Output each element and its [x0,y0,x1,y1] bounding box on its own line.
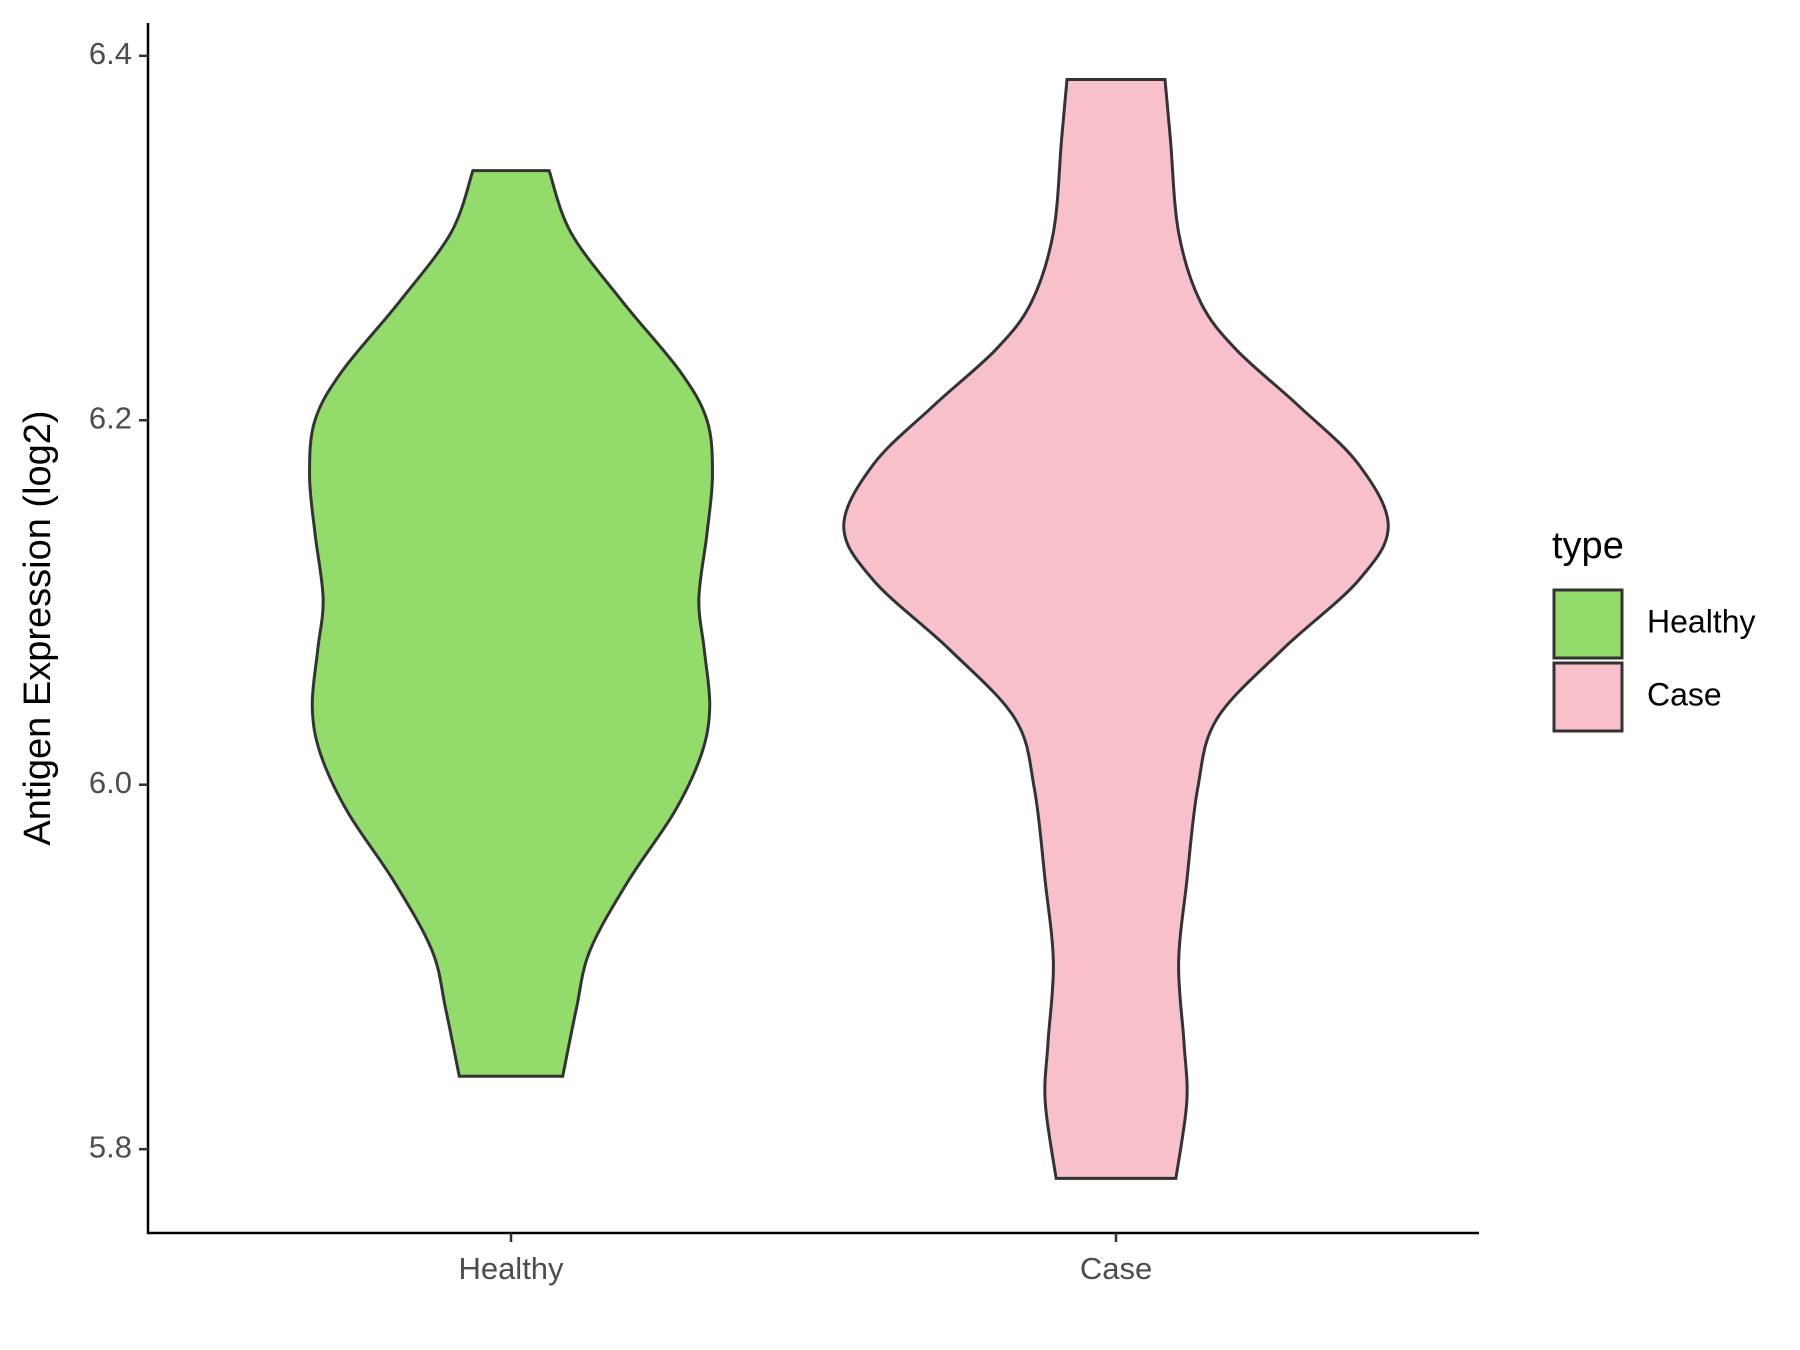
y-tick-label: 6.4 [89,36,132,71]
legend-key [1552,588,1624,660]
violin [842,77,1390,1180]
legend-label: Case [1647,676,1722,712]
legend-label: Healthy [1647,603,1756,639]
x-tick-label: Healthy [458,1251,564,1286]
legend-title: type [1552,525,1624,567]
violin [308,169,714,1078]
y-tick-label: 6.0 [89,765,132,800]
x-tick-label: Case [1080,1251,1152,1286]
y-tick-label: 5.8 [89,1129,132,1164]
legend-key [1552,661,1624,733]
y-axis-title: Antigen Expression (log2) [17,410,59,845]
y-tick-label: 6.2 [89,400,132,435]
